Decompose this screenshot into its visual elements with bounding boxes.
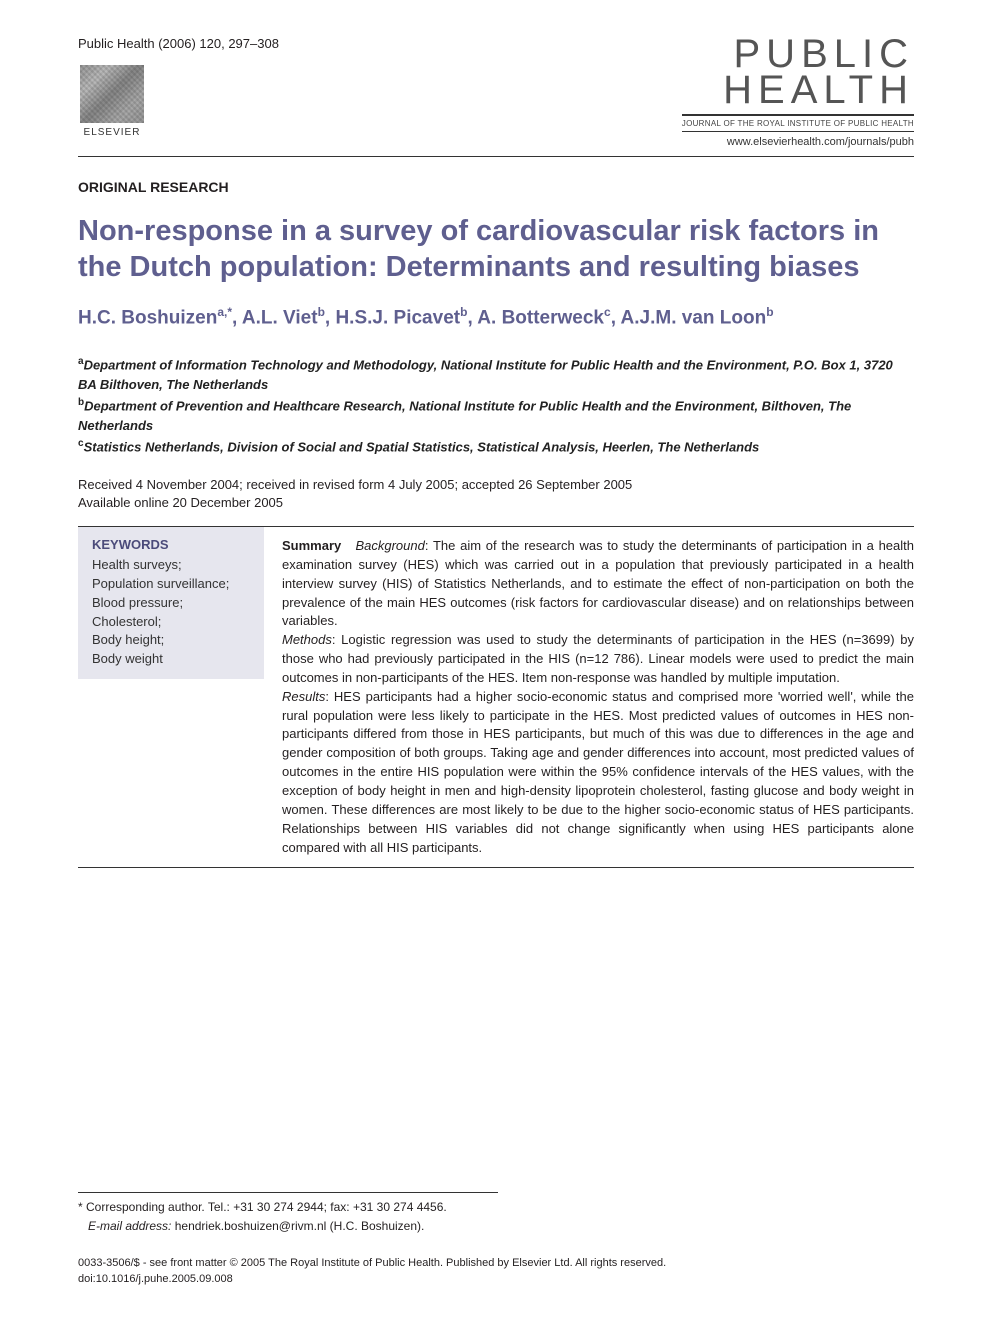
methods-label: Methods [282, 632, 332, 647]
corresponding-author: * Corresponding author. Tel.: +31 30 274… [78, 1199, 498, 1216]
email-line: E-mail address: hendriek.boshuizen@rivm.… [78, 1218, 498, 1235]
affiliation: aDepartment of Information Technology an… [78, 355, 914, 394]
publisher-name: ELSEVIER [84, 127, 141, 138]
journal-tagline: JOURNAL OF THE ROYAL INSTITUTE OF PUBLIC… [682, 114, 914, 132]
doi-line: doi:10.1016/j.puhe.2005.09.008 [78, 1272, 914, 1287]
journal-logo-line1: PUBLIC [682, 36, 914, 72]
summary-column: Summary Background: The aim of the resea… [264, 527, 914, 867]
journal-reference: Public Health (2006) 120, 297–308 [78, 36, 279, 51]
results-text: : HES participants had a higher socio-ec… [282, 689, 914, 855]
page-header: Public Health (2006) 120, 297–308 ELSEVI… [78, 36, 914, 148]
article-dates: Received 4 November 2004; received in re… [78, 476, 914, 512]
affiliation: bDepartment of Prevention and Healthcare… [78, 396, 914, 435]
article-type: ORIGINAL RESEARCH [78, 179, 914, 195]
footnotes: * Corresponding author. Tel.: +31 30 274… [78, 1192, 498, 1237]
journal-logo: PUBLIC HEALTH [682, 36, 914, 108]
copyright-block: 0033-3506/$ - see front matter © 2005 Th… [78, 1256, 914, 1287]
email-value: hendriek.boshuizen@rivm.nl (H.C. Boshuiz… [175, 1219, 425, 1233]
summary-lead: Summary [282, 538, 341, 553]
email-label: E-mail address: [88, 1219, 171, 1233]
header-divider [78, 156, 914, 157]
methods-text: : Logistic regression was used to study … [282, 632, 914, 685]
keywords-list: Health surveys;Population surveillance;B… [92, 556, 250, 669]
background-label: Background [355, 538, 424, 553]
dates-online: Available online 20 December 2005 [78, 494, 914, 512]
article-title: Non-response in a survey of cardiovascul… [78, 213, 914, 286]
abstract-block: KEYWORDS Health surveys;Population surve… [78, 526, 914, 868]
publisher-logo: ELSEVIER [78, 65, 146, 143]
keywords-column: KEYWORDS Health surveys;Population surve… [78, 527, 264, 679]
header-right: PUBLIC HEALTH JOURNAL OF THE ROYAL INSTI… [682, 36, 914, 148]
journal-logo-line2: HEALTH [682, 72, 914, 108]
keywords-heading: KEYWORDS [92, 537, 250, 552]
journal-url: www.elsevierhealth.com/journals/pubh [682, 136, 914, 148]
dates-received: Received 4 November 2004; received in re… [78, 476, 914, 494]
results-label: Results [282, 689, 325, 704]
header-left: Public Health (2006) 120, 297–308 ELSEVI… [78, 36, 279, 143]
elsevier-tree-icon [80, 65, 144, 123]
authors: H.C. Boshuizena,*, A.L. Vietb, H.S.J. Pi… [78, 304, 914, 332]
affiliation: cStatistics Netherlands, Division of Soc… [78, 437, 914, 457]
copyright-line1: 0033-3506/$ - see front matter © 2005 Th… [78, 1256, 914, 1271]
affiliations: aDepartment of Information Technology an… [78, 355, 914, 457]
